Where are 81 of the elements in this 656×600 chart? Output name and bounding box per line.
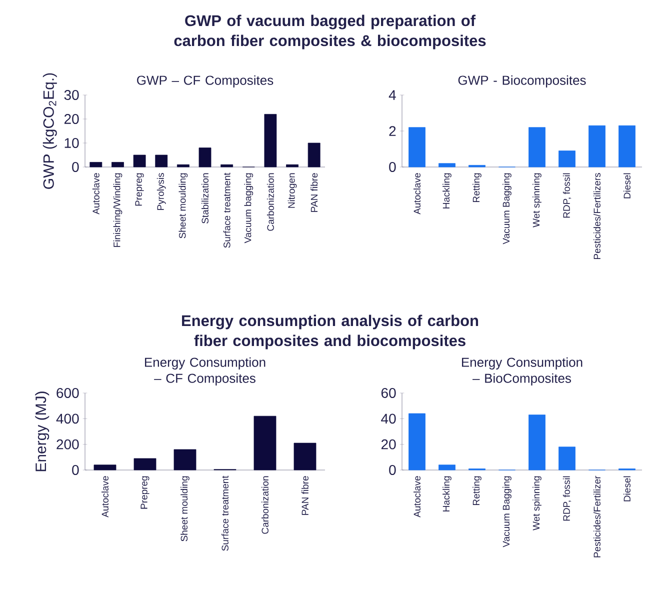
x-tick-label: Vacuum bagging xyxy=(244,173,254,244)
x-tick-label: Autoclave xyxy=(414,173,420,214)
x-tick-label: Diesel xyxy=(624,476,630,502)
bar xyxy=(308,142,320,168)
bar xyxy=(134,458,156,470)
x-tick-label: Vacuum Bagging xyxy=(502,476,512,548)
y-tick-label: 30 xyxy=(64,90,79,100)
x-tick-label: Finishing/Winding xyxy=(113,173,122,247)
y-tick-label: 0 xyxy=(389,465,396,475)
y-tick-label: 0 xyxy=(389,162,396,172)
x-tick-label: Retting xyxy=(472,476,482,505)
chart-title: Energy Consumption – CF Composites xyxy=(145,357,266,386)
x-tick-label: Prepreg xyxy=(135,173,144,206)
bar xyxy=(408,413,426,470)
bar xyxy=(254,416,276,470)
x-tick-label: Surface treatment xyxy=(222,476,228,551)
bar xyxy=(618,125,636,168)
bar xyxy=(286,164,298,168)
bar xyxy=(408,127,426,168)
x-tick-label: Hackling xyxy=(442,476,452,512)
chart-title: GWP – CF Composites xyxy=(137,75,274,88)
bar xyxy=(438,163,456,168)
bar xyxy=(438,464,456,470)
bar xyxy=(220,164,234,168)
x-tick-label: RDP, fossil xyxy=(562,173,572,218)
y-tick-label: 20 xyxy=(64,114,79,124)
x-tick-label: PAN fibre xyxy=(302,476,308,515)
bar xyxy=(90,162,102,168)
x-tick-label: Retting xyxy=(472,173,482,202)
y-tick-label: 2 xyxy=(389,126,396,136)
text: GWP of vacuum bagged preparation of carbon fiber composites & biocomposites xyxy=(174,14,486,50)
x-tick-label: Wet spinning xyxy=(532,476,542,530)
y-tick-label: 10 xyxy=(64,138,79,148)
bar xyxy=(294,442,316,470)
y-tick-label: 4 xyxy=(388,90,396,100)
x-tick-label: PAN fibre xyxy=(310,173,318,212)
x-tick-label: Prepreg xyxy=(140,476,150,509)
y-tick-label: 400 xyxy=(56,414,79,424)
y-tick-label: 20 xyxy=(381,439,396,450)
bar xyxy=(528,414,546,470)
x-tick-label: Carbonization xyxy=(266,173,274,231)
x-tick-label: Diesel xyxy=(624,173,630,198)
x-tick-label: Autoclave xyxy=(92,173,100,214)
bar xyxy=(558,446,576,470)
bar xyxy=(528,127,546,168)
y-axis-title: GWP (kgCO$_{2}$Eq.) xyxy=(42,73,57,189)
y-tick-label: 60 xyxy=(381,388,396,398)
chart-title: GWP - Biocomposites xyxy=(458,75,586,88)
bar xyxy=(588,125,606,168)
x-tick-label: RDP, fossil xyxy=(562,476,572,521)
y-tick-label: 200 xyxy=(56,439,79,450)
chart-title: Energy Consumption – BioComposites xyxy=(462,357,582,386)
bar xyxy=(198,148,212,168)
x-tick-label: Autoclave xyxy=(414,476,420,518)
y-tick-label: 0 xyxy=(72,465,79,475)
x-tick-label: Wet spinning xyxy=(532,173,542,228)
x-tick-label: Sheet moulding xyxy=(178,173,188,238)
bar xyxy=(558,150,576,168)
x-tick-label: Vacuum Bagging xyxy=(502,173,512,244)
x-tick-label: Surface treatment xyxy=(223,172,230,248)
y-tick-label: 40 xyxy=(381,414,396,424)
bar xyxy=(94,464,116,470)
bar xyxy=(112,162,124,168)
x-tick-label: Pesticides/Fertilizers xyxy=(594,173,600,259)
x-tick-label: Sheet moulding xyxy=(180,476,190,542)
y-tick-label: 0 xyxy=(72,162,79,172)
x-tick-label: Pesticides/Fertilizer xyxy=(594,476,600,558)
x-tick-label: Stabilization xyxy=(202,173,208,224)
x-tick-label: Autoclave xyxy=(102,476,108,518)
bar xyxy=(176,164,190,168)
y-tick-label: 600 xyxy=(56,388,79,398)
bar xyxy=(264,114,277,168)
x-tick-label: Carbonization xyxy=(262,476,268,534)
x-tick-label: Pyrolysis xyxy=(156,173,166,210)
bar xyxy=(174,449,196,470)
text: Energy consumption analysis of carbon fiber composites and biocomposites xyxy=(182,314,478,350)
y-axis-title: Energy (MJ) xyxy=(35,392,50,472)
bar xyxy=(155,154,168,168)
x-tick-label: Hackling xyxy=(442,173,452,208)
bar xyxy=(133,154,146,168)
x-tick-label: Nitrogen xyxy=(288,173,297,208)
